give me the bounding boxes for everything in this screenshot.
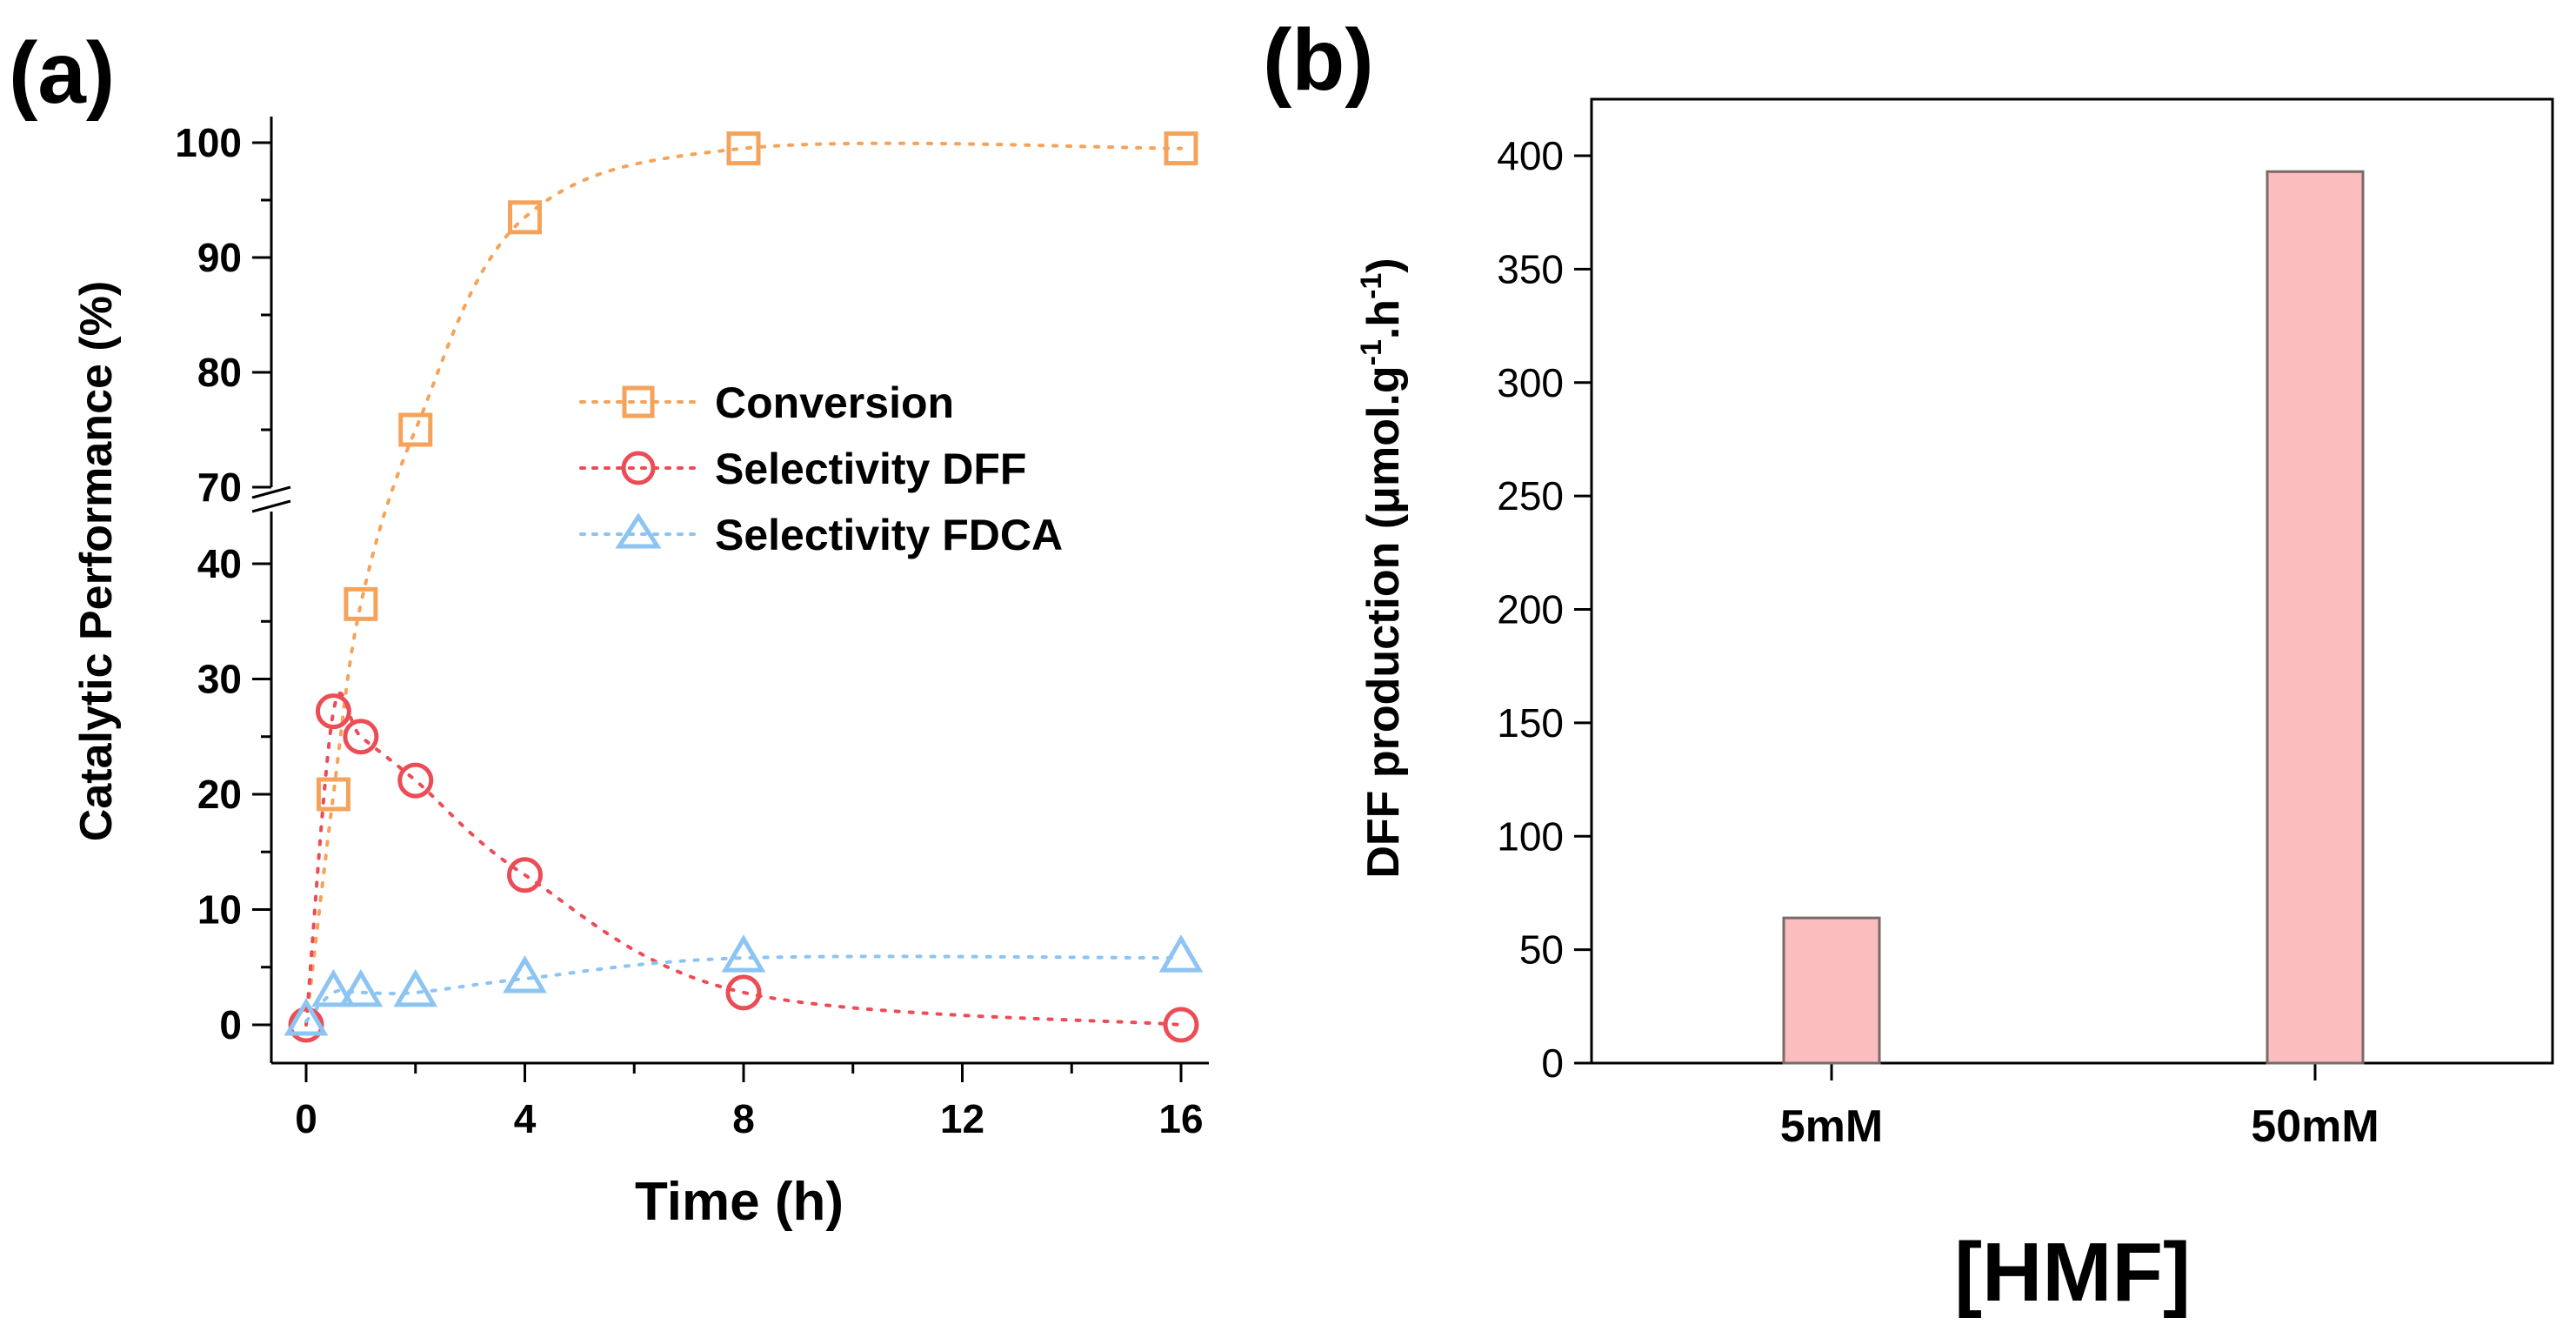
panel-a-markers (284, 131, 1204, 1043)
panel-b-x-axis-title: [HMF] (1954, 1226, 2191, 1319)
data-point-conversion (726, 131, 761, 166)
panel-a-series-lines (304, 141, 1183, 1027)
panel-a-y-tick-label: 40 (197, 541, 242, 586)
panel-b-y-title-end: ) (1358, 258, 1409, 272)
panel-b-y-tick-label: 350 (1497, 246, 1564, 291)
panel-b-axes (1590, 97, 2554, 1065)
panel-a-y-tick-label: 80 (197, 350, 242, 395)
panel-b-bars (1782, 170, 2365, 1065)
panel-b-y-title-sup1: -1 (1355, 339, 1388, 365)
legend-item-conversion: Conversion (579, 378, 954, 427)
legend-label-selectivity-dff: Selectivity DFF (715, 445, 1026, 493)
panel-a-ticks: 0 4 8 12 16 0 10 20 30 40 70 80 90 100 (175, 120, 1203, 1141)
panel-a-y-tick-label: 0 (219, 1002, 242, 1047)
panel-a-line-chart: 0 4 8 12 16 0 10 20 30 40 70 80 90 100 Time (h) Catal… (71, 117, 1209, 1232)
panel-a-axis-break-mark (251, 485, 291, 499)
series-line-selectivity-fdca (304, 954, 1183, 1024)
panel-b-y-tick-label: 150 (1497, 700, 1564, 746)
data-point-selectivity-dff (1163, 1007, 1199, 1043)
panel-a-y-tick-label: 70 (197, 465, 242, 510)
data-point-selectivity-dff (725, 974, 762, 1011)
panel-a-x-tick-label: 16 (1158, 1096, 1203, 1141)
bar-50mm (2266, 170, 2365, 1065)
data-point-conversion (344, 586, 378, 621)
legend-label-conversion: Conversion (715, 378, 954, 427)
panel-b-plot-frame (1590, 97, 2554, 1065)
panel-a-axes (251, 117, 1209, 1065)
legend-marker-dff (621, 451, 656, 485)
legend-label-selectivity-fdca: Selectivity FDCA (715, 511, 1063, 559)
panel-b-y-title-mid: .h (1358, 299, 1409, 339)
data-point-selectivity-dff (507, 857, 543, 893)
panel-b-y-tick-label: 50 (1519, 927, 1564, 973)
panel-a-x-tick-label: 12 (940, 1096, 984, 1141)
panel-a-y-axis-title: Catalytic Performance (%) (71, 281, 122, 841)
data-point-selectivity-fdca (393, 968, 438, 1007)
panel-b-y-tick-label: 300 (1497, 360, 1564, 405)
panel-b-ticks: 0 50 100 150 200 250 300 350 400 5mM 50mM (1497, 133, 2379, 1152)
legend-marker-conversion (622, 385, 655, 418)
panel-b-y-tick-label: 400 (1497, 133, 1564, 178)
data-point-selectivity-fdca (311, 968, 356, 1007)
data-point-selectivity-dff (315, 693, 351, 730)
panel-label-a: (a) (9, 24, 115, 122)
panel-a-y-tick-label: 30 (197, 657, 242, 702)
data-point-conversion (1164, 131, 1198, 166)
panel-b-y-axis-title: DFF production (μmol.g-1.h-1) (1355, 258, 1409, 878)
series-line-selectivity-dff (304, 692, 1183, 1027)
panel-a-axis-break-mark (251, 499, 291, 513)
legend-marker-fdca (615, 512, 662, 549)
panel-b-y-tick-label: 200 (1497, 587, 1564, 632)
data-point-selectivity-fdca (721, 934, 766, 973)
panel-a-x-axis-title: Time (h) (635, 1172, 844, 1232)
data-point-conversion (316, 777, 350, 812)
panel-a-y-tick-label: 90 (197, 235, 242, 280)
panel-b-x-tick-label: 50mM (2251, 1101, 2379, 1152)
data-point-selectivity-fdca (338, 968, 384, 1007)
panel-b-y-tick-label: 0 (1541, 1040, 1564, 1086)
data-point-conversion (508, 200, 542, 235)
panel-b-y-title-main: DFF production (μmol.g (1358, 365, 1409, 878)
data-point-selectivity-fdca (284, 998, 329, 1036)
data-point-selectivity-dff (397, 762, 434, 799)
data-point-selectivity-dff (343, 719, 379, 755)
data-point-conversion (398, 412, 433, 447)
data-point-selectivity-fdca (503, 955, 547, 993)
panel-b-y-tick-label: 250 (1497, 473, 1564, 518)
panel-b-bar-chart: 0 50 100 150 200 250 300 350 400 5mM 50mM [HMF] DF… (1355, 97, 2554, 1319)
panel-a-legend: Conversion Selectivity DFF Selectivity F… (579, 378, 1063, 559)
data-point-selectivity-fdca (1158, 934, 1204, 973)
panel-a-x-tick-label: 4 (514, 1096, 537, 1141)
panel-a-y-tick-label: 100 (175, 120, 242, 165)
panel-a-x-tick-label: 0 (295, 1096, 317, 1141)
series-line-conversion (304, 141, 1183, 1027)
panel-a-y-tick-label: 20 (197, 772, 242, 817)
panel-b-y-tick-label: 100 (1497, 813, 1564, 859)
bar-5mm (1782, 916, 1881, 1065)
legend-item-selectivity-fdca: Selectivity FDCA (579, 511, 1063, 559)
panel-b-x-tick-label: 5mM (1780, 1101, 1883, 1152)
legend-item-selectivity-dff: Selectivity DFF (579, 445, 1026, 493)
panel-b-y-title-sup2: -1 (1355, 273, 1388, 299)
panel-a-y-tick-label: 10 (197, 887, 242, 933)
panel-label-b: (b) (1263, 11, 1374, 109)
panel-a-x-tick-label: 8 (732, 1096, 755, 1141)
